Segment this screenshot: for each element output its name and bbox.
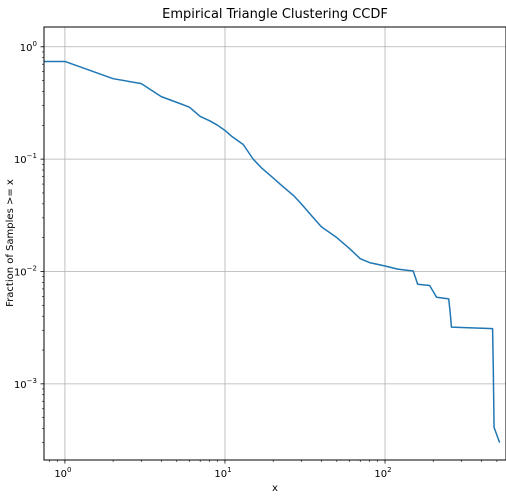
chart-title: Empirical Triangle Clustering CCDF [162, 7, 388, 22]
plot-lines [44, 60, 501, 443]
y-tick-label: 10−3 [14, 377, 37, 391]
ticks: 100 101 102 10−3 10−2 10−1 100 [14, 40, 498, 480]
x-tick-label: 102 [374, 466, 391, 480]
x-axis-label: x [272, 483, 278, 494]
plot-frame [43, 26, 506, 461]
y-axis-label: Fraction of Samples >= x [5, 179, 16, 307]
y-tick-label: 10−1 [14, 152, 37, 166]
grid [44, 27, 506, 460]
x-tick-label: 101 [214, 466, 231, 480]
y-tick-label: 10−2 [14, 264, 37, 278]
x-tick-label: 100 [54, 466, 71, 480]
ccdf-series-line [44, 60, 501, 443]
y-tick-label: 100 [20, 40, 37, 54]
